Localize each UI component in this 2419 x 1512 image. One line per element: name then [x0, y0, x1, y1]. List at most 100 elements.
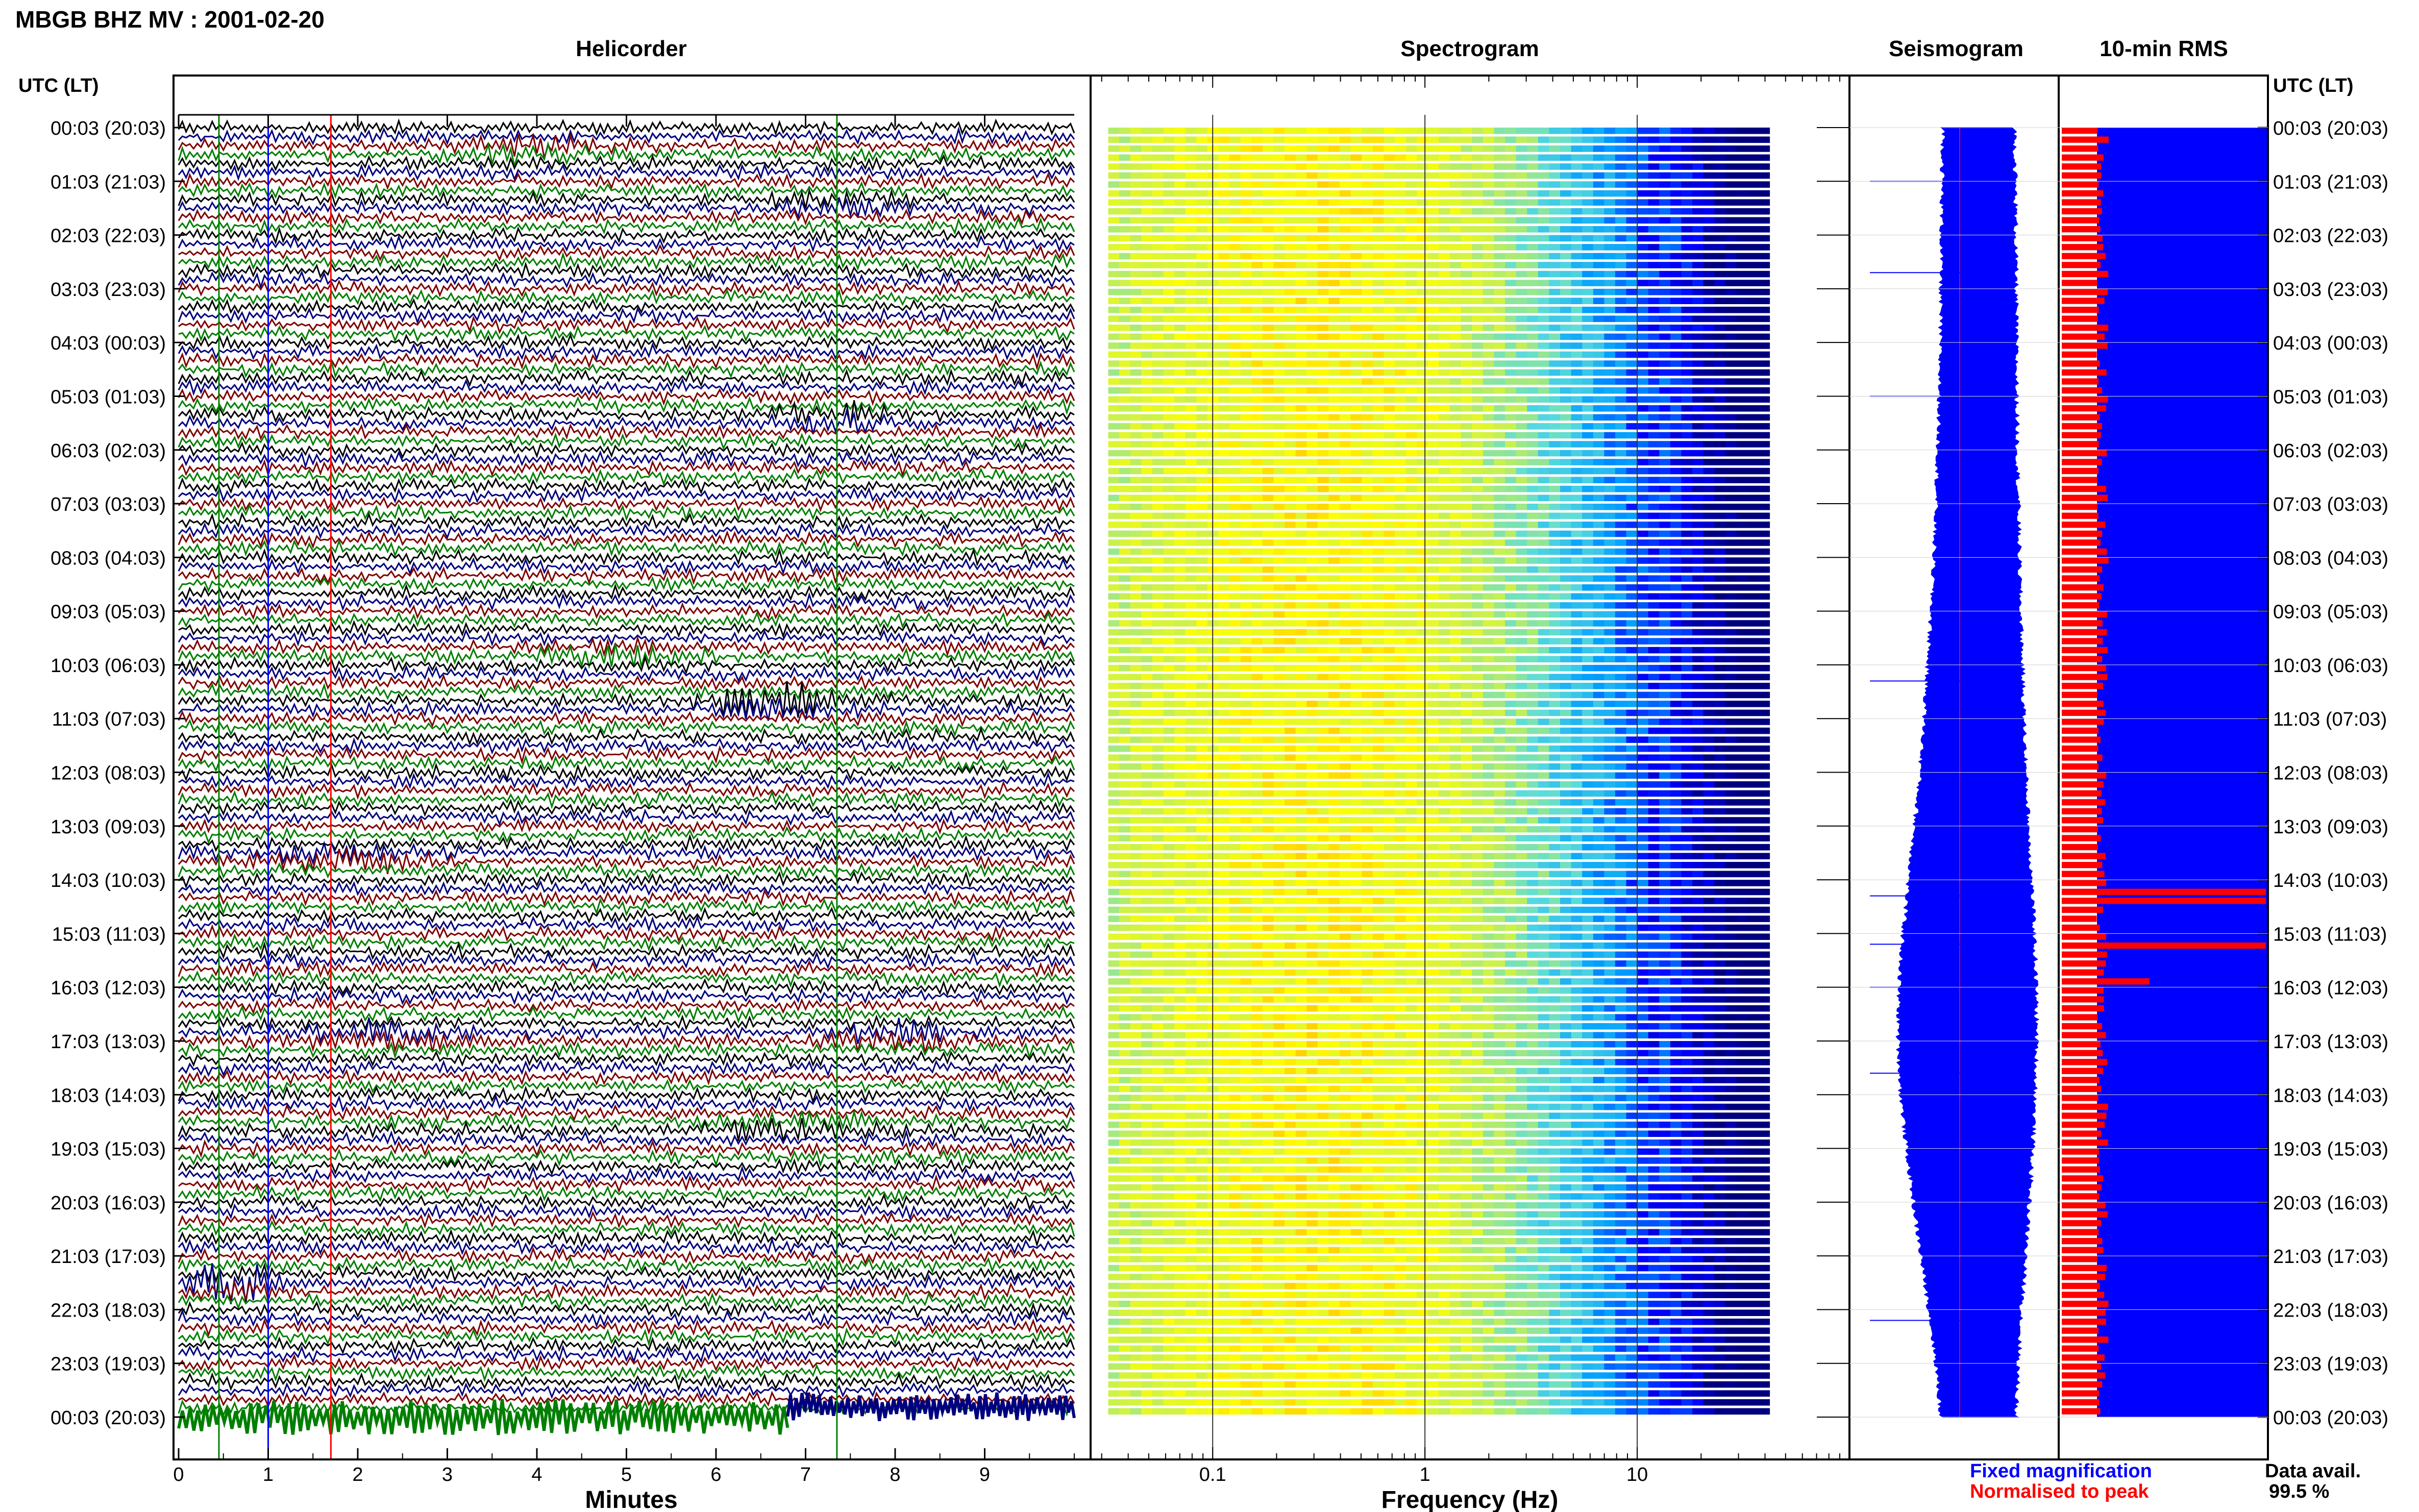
- spectrogram-cell: [1273, 342, 1285, 349]
- spectrogram-cell: [1427, 638, 1440, 645]
- spectrogram-cell: [1648, 450, 1660, 457]
- spectrogram-cell: [1439, 745, 1450, 752]
- spectrogram-cell: [1306, 781, 1318, 788]
- spectrogram-cell: [1725, 763, 1737, 770]
- spectrogram-cell: [1317, 494, 1329, 502]
- spectrogram-cell: [1395, 163, 1406, 170]
- spectrogram-cell: [1560, 253, 1572, 260]
- spectrogram-cell: [1505, 494, 1517, 502]
- spectrogram-cell: [1372, 504, 1385, 510]
- spectrogram-cell: [1461, 163, 1472, 170]
- spectrogram-cell: [1427, 584, 1440, 591]
- spectrogram-cell: [1626, 664, 1638, 672]
- spectrogram-cell: [1273, 280, 1285, 286]
- spectrogram-cell: [1593, 522, 1605, 528]
- spectrogram-cell: [1317, 333, 1329, 340]
- spectrogram-cell: [1703, 629, 1715, 636]
- spectrogram-cell: [1240, 611, 1252, 618]
- spectrogram-cell: [1108, 298, 1120, 304]
- helicorder-trace: [178, 915, 1075, 933]
- spectrogram-cell: [1560, 512, 1572, 519]
- spectrogram-cell: [1670, 477, 1682, 483]
- spectrogram-cell: [1692, 459, 1704, 465]
- spectrogram-cell: [1549, 584, 1561, 591]
- spectrogram-cell: [1659, 217, 1671, 224]
- spectrogram-cell: [1240, 575, 1252, 582]
- spectrogram-cell: [1593, 539, 1605, 546]
- spectrogram-cell: [1295, 190, 1307, 197]
- spectrogram-cell: [1240, 808, 1252, 815]
- spectrogram-cell: [1494, 799, 1505, 806]
- spectrogram-cell: [1141, 539, 1153, 546]
- helicorder-trace: [178, 163, 1075, 182]
- spectrogram-cell: [1141, 262, 1153, 268]
- spectrogram-cell: [1285, 745, 1296, 752]
- spectrogram-cell: [1615, 253, 1627, 260]
- spectrogram-cell: [1703, 772, 1715, 779]
- spectrogram-cell: [1494, 432, 1505, 439]
- spectrogram-cell: [1703, 763, 1715, 770]
- spectrogram-cell: [1362, 808, 1373, 815]
- spectrogram-cell: [1405, 181, 1417, 188]
- spectrogram-cell: [1626, 709, 1638, 716]
- spectrogram-cell: [1350, 557, 1362, 564]
- spectrogram-cell: [1681, 244, 1693, 251]
- spectrogram-cell: [1196, 522, 1208, 528]
- spectrogram-cell: [1593, 754, 1605, 761]
- spectrogram-cell: [1108, 593, 1120, 600]
- spectrogram-cell: [1196, 826, 1208, 833]
- spectrogram-cell: [1604, 387, 1616, 394]
- spectrogram-cell: [1538, 817, 1550, 824]
- spectrogram-cell: [1626, 477, 1638, 483]
- spectrogram-cell: [1692, 835, 1704, 841]
- helicorder-trace: [178, 1094, 1075, 1113]
- spectrogram-cell: [1505, 485, 1517, 492]
- spectrogram-cell: [1549, 512, 1561, 519]
- spectrogram-cell: [1350, 790, 1362, 797]
- spectrogram-cell: [1714, 288, 1726, 295]
- spectrogram-cell: [1119, 844, 1131, 851]
- spectrogram-cell: [1571, 548, 1583, 555]
- spectrogram-cell: [1350, 181, 1362, 188]
- spectrogram-cell: [1626, 333, 1638, 340]
- spectrogram-cell: [1615, 235, 1627, 242]
- spectrogram-cell: [1593, 128, 1605, 134]
- spectrogram-cell: [1141, 512, 1153, 519]
- spectrogram-cell: [1306, 136, 1318, 143]
- spectrogram-cell: [1141, 575, 1153, 582]
- spectrogram-cell: [1571, 432, 1583, 439]
- spectrogram-cell: [1648, 333, 1660, 340]
- spectrogram-cell: [1527, 405, 1539, 412]
- spectrogram-cell: [1692, 808, 1704, 815]
- spectrogram-cell: [1494, 414, 1505, 421]
- spectrogram-cell: [1659, 504, 1671, 510]
- spectrogram-cell: [1593, 432, 1605, 439]
- spectrogram-cell: [1593, 414, 1605, 421]
- spectrogram-cell: [1405, 736, 1417, 743]
- spectrogram-cell: [1395, 709, 1406, 716]
- spectrogram-cell: [1152, 736, 1164, 743]
- spectrogram-cell: [1405, 208, 1417, 215]
- spectrogram-cell: [1516, 136, 1527, 143]
- spectrogram-cell: [1461, 181, 1472, 188]
- spectrogram-cell: [1472, 647, 1484, 654]
- spectrogram-cell: [1582, 145, 1594, 152]
- spectrogram-cell: [1549, 405, 1561, 412]
- spectrogram-cell: [1185, 360, 1197, 367]
- spectrogram-cell: [1362, 136, 1373, 143]
- spectrogram-cell: [1417, 512, 1428, 519]
- spectrogram-cell: [1362, 190, 1373, 197]
- spectrogram-cell: [1130, 548, 1142, 555]
- spectrogram-cell: [1328, 351, 1340, 358]
- spectrogram-cell: [1461, 656, 1472, 662]
- spectrogram-cell: [1725, 315, 1737, 323]
- spectrogram-cell: [1615, 745, 1627, 752]
- spectrogram-cell: [1670, 432, 1682, 439]
- spectrogram-cell: [1703, 262, 1715, 268]
- spectrogram-cell: [1251, 754, 1263, 761]
- spectrogram-cell: [1593, 154, 1605, 161]
- spectrogram-cell: [1450, 790, 1462, 797]
- spectrogram-cell: [1648, 387, 1660, 394]
- spectrogram-cell: [1163, 763, 1175, 770]
- spectrogram-cell: [1747, 817, 1759, 824]
